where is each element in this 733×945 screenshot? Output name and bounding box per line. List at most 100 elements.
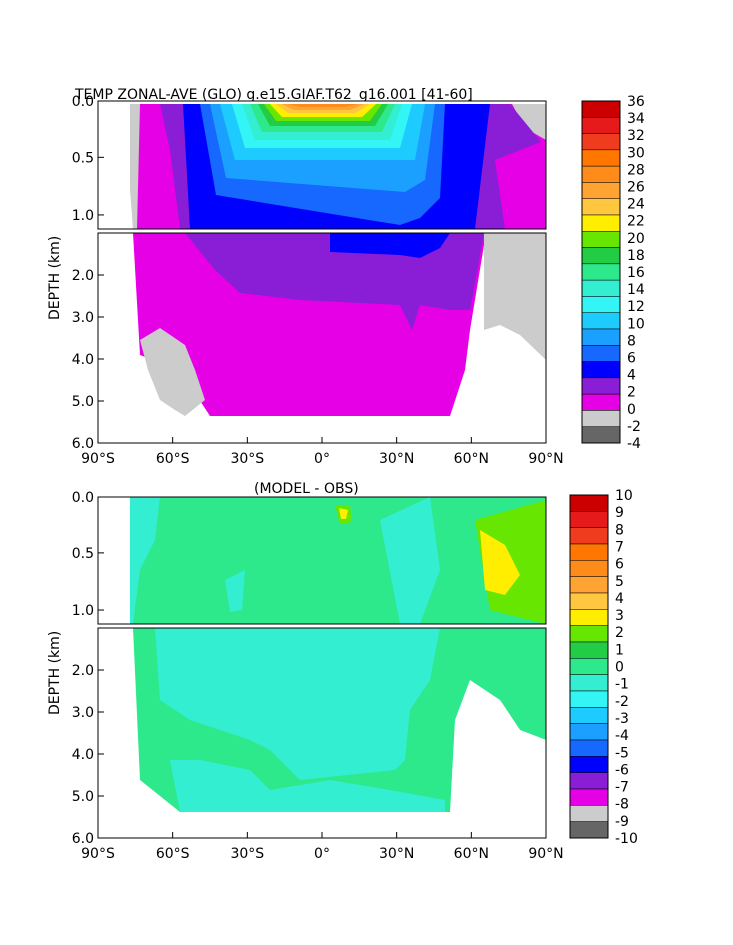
colorbar-label: 8 [627,333,636,349]
colorbar-swatch [569,707,609,724]
colorbar-label: -4 [627,436,641,452]
panel-temperature: TEMP ZONAL-AVE (GLO) g.e15.GIAF.T62_g16.… [47,87,645,467]
y-tick-label: 4.0 [72,352,94,368]
colorbar-label: 10 [615,488,633,504]
colorbar-label: 20 [627,231,645,247]
colorbar-swatch [581,214,621,232]
colorbar-label: 34 [627,111,645,127]
x-tick-label: 30°S [230,846,264,862]
colorbar-swatch [581,296,621,313]
colorbar-label: -1 [615,677,629,693]
colorbar-swatch [581,345,621,362]
colorbar-label: 1 [615,642,624,658]
colorbar-swatch [569,690,609,708]
panel2-y-ticks: 0.0 0.5 1.0 2.0 3.0 4.0 5.0 6.0 [72,490,104,847]
panel2-y-label: DEPTH (km) [47,631,63,715]
colorbar-swatch [581,182,621,199]
colorbar-label: 4 [615,591,624,607]
colorbar-swatch [569,723,609,741]
colorbar-label: 26 [627,180,645,196]
y-tick-label: 0.5 [72,150,94,166]
p1l-purple-region [185,233,484,330]
p1l-grey-right [484,233,546,360]
y-tick-label: 0.0 [72,490,94,506]
colorbar-label: -9 [615,814,629,830]
y-tick-label: 1.0 [72,208,94,224]
colorbar-label: 36 [627,94,645,110]
x-tick-label: 60°N [454,846,489,862]
panel2-title: (MODEL - OBS) [254,481,359,497]
colorbar-swatch [581,312,621,330]
colorbar-swatch [581,133,621,151]
p1l-grey-left [140,328,205,416]
y-tick-label: 5.0 [72,394,94,410]
colorbar-swatch [569,756,609,773]
x-tick-label: 0° [314,451,330,467]
colorbar-swatch [569,543,609,561]
colorbar-swatch [581,247,621,265]
colorbar-swatch [581,377,621,395]
p1u-grey-right [512,104,546,140]
x-tick-label: 60°S [156,451,190,467]
x-tick-label: 30°S [230,451,264,467]
colorbar-swatch [569,788,609,806]
y-tick-label: 3.0 [72,310,94,326]
colorbar-swatch [581,198,621,216]
colorbar-label: 6 [627,351,636,367]
panel2-x-ticks: 90°S 60°S 30°S 0° 30°N 60°N 90°N [81,832,564,862]
y-tick-label: 2.0 [72,268,94,284]
colorbar-swatch [569,821,609,839]
colorbar-label: 7 [615,539,624,555]
colorbar-label: 32 [627,128,645,144]
panel1-x-ticks: 90°S 60°S 30°S 0° 30°N 60°N 90°N [81,437,564,467]
colorbar-swatch [569,494,609,512]
y-tick-label: 1.0 [72,603,94,619]
p2l-cyan-region [155,628,440,780]
colorbar-label: -3 [615,711,629,727]
p1u-grey-left [130,104,140,229]
p2u-cyan-left [130,497,160,624]
y-tick-label: 0.5 [72,546,94,562]
x-tick-label: 90°N [528,451,563,467]
colorbar-swatch [569,805,609,822]
colorbar-label: 18 [627,248,645,264]
colorbar-swatch [581,231,621,248]
p2u-yellow-right [480,530,520,595]
p2l-cyan-deep [170,760,445,812]
p1l-blue-band [330,233,450,258]
x-tick-label: 60°N [454,451,489,467]
p2u-yellow-spot [339,508,348,519]
colorbar-label: 14 [627,282,645,298]
colorbar-label: 0 [627,402,636,418]
y-tick-label: 6.0 [72,436,94,452]
colorbar-swatch [569,592,609,610]
p1u-magenta-right [495,140,546,229]
colorbar-swatch [569,674,609,692]
colorbar-swatch [581,100,621,118]
y-tick-label: 5.0 [72,789,94,805]
colorbar-label: -10 [615,831,638,847]
colorbar-swatch [569,560,609,577]
p2l-white-right [470,700,546,838]
colorbar-swatch [569,625,609,643]
colorbar-label: 22 [627,214,645,230]
colorbar-label: -8 [615,797,629,813]
x-tick-label: 60°S [156,846,190,862]
colorbar-label: 16 [627,265,645,281]
colorbar-swatch [569,527,609,545]
colorbar-swatch [581,279,621,297]
p2u-cyan-mid [225,570,245,612]
colorbar-swatch [569,658,609,675]
colorbar-swatch [581,165,621,183]
colorbar-swatch [581,117,621,134]
colorbar-label: 30 [627,145,645,161]
panel1-y-label: DEPTH (km) [47,236,63,320]
x-tick-label: 90°S [81,846,115,862]
colorbar-swatch [569,772,609,790]
colorbar-label: -2 [627,419,641,435]
colorbar-label: 0 [615,660,624,676]
p1u-orange-28 [288,104,358,107]
colorbar-label: 8 [615,522,624,538]
panel-model-obs: (MODEL - OBS) DEPTH (km) 0.0 0.5 1.0 2.0 3.0… [47,481,638,862]
